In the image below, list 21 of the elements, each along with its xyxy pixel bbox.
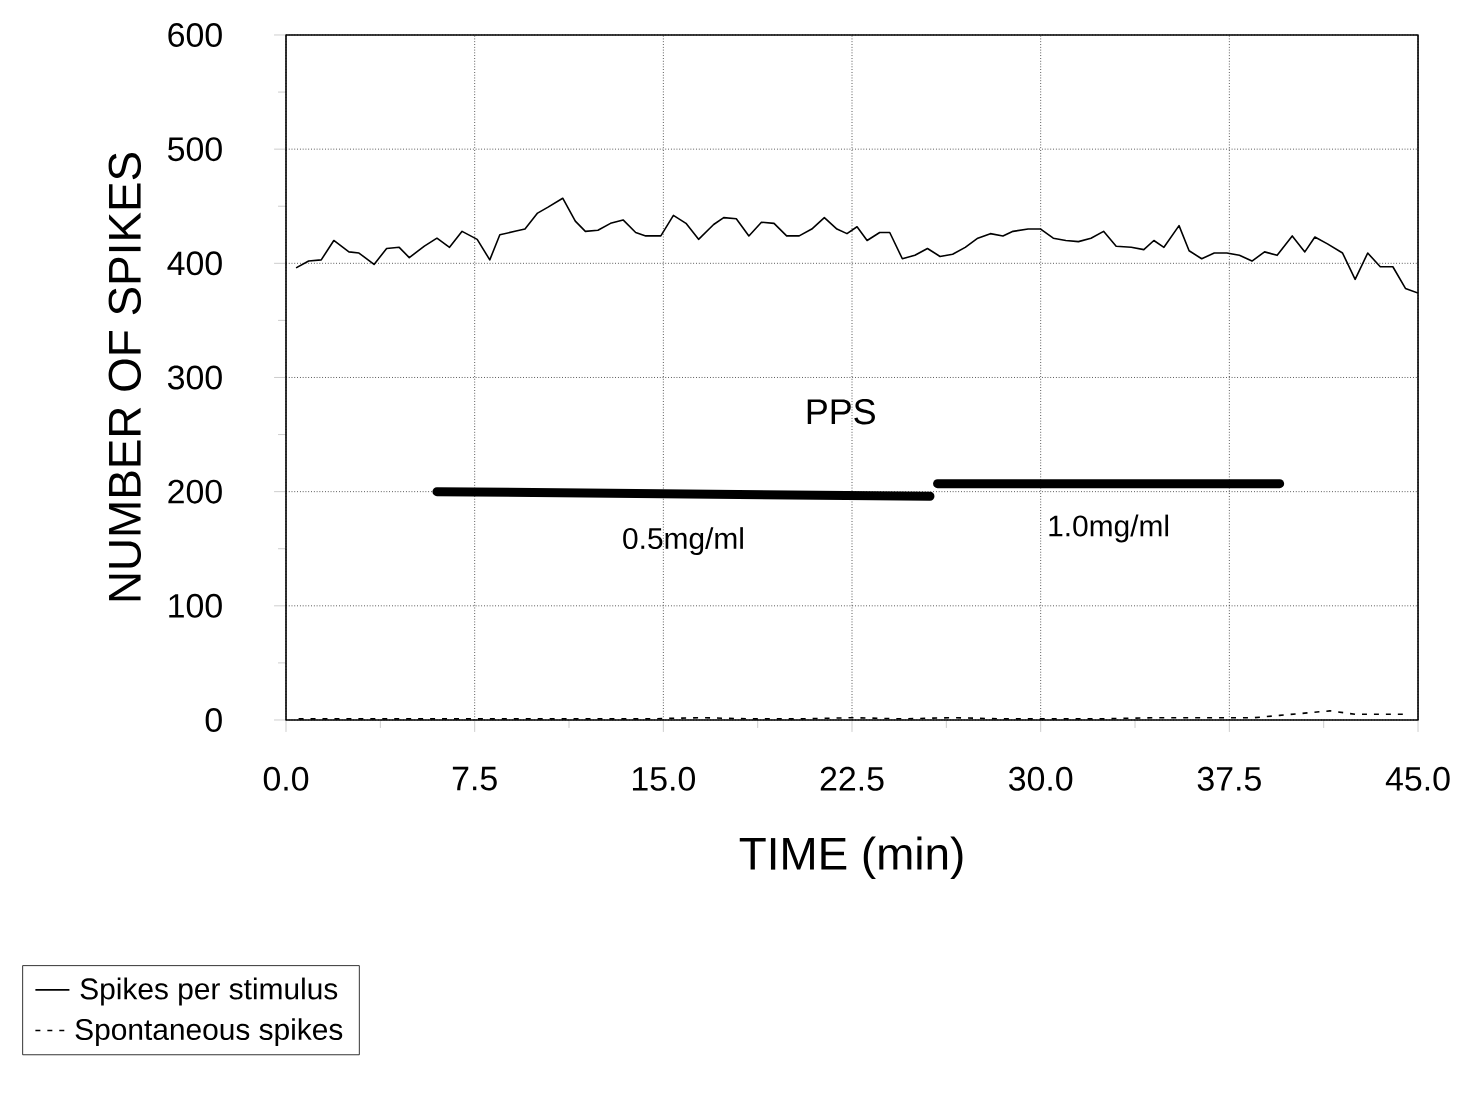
y-tick-label: 200 — [168, 479, 222, 504]
legend-label: Spikes per stimulus — [80, 977, 338, 1006]
x-tick-label: 22.5 — [820, 766, 884, 791]
y-tick-label: 300 — [167, 365, 222, 390]
y-tick-label: 100 — [169, 593, 222, 618]
x-axis-title: TIME (min) — [739, 836, 963, 880]
y-tick-label: 0 — [205, 707, 222, 732]
annotation: PPS — [807, 399, 875, 425]
x-tick-label: 15.0 — [632, 766, 695, 791]
y-axis-title: NUMBER OF SPIKES — [108, 152, 142, 601]
x-tick-label: 37.5 — [1197, 766, 1261, 791]
x-tick-label: 0.0 — [263, 766, 309, 791]
y-tick-label: 500 — [168, 137, 222, 162]
y-tick-label: 600 — [168, 22, 222, 47]
series-label: 1.0mg/ml — [1049, 514, 1169, 543]
x-tick-label: 7.5 — [452, 766, 497, 791]
y-tick-label: 400 — [167, 251, 222, 276]
x-tick-label: 45.0 — [1385, 766, 1450, 791]
legend-label: Spontaneous spikes — [75, 1018, 343, 1046]
series-label: 0.5mg/ml — [623, 527, 743, 556]
x-tick-label: 30.0 — [1009, 766, 1073, 791]
